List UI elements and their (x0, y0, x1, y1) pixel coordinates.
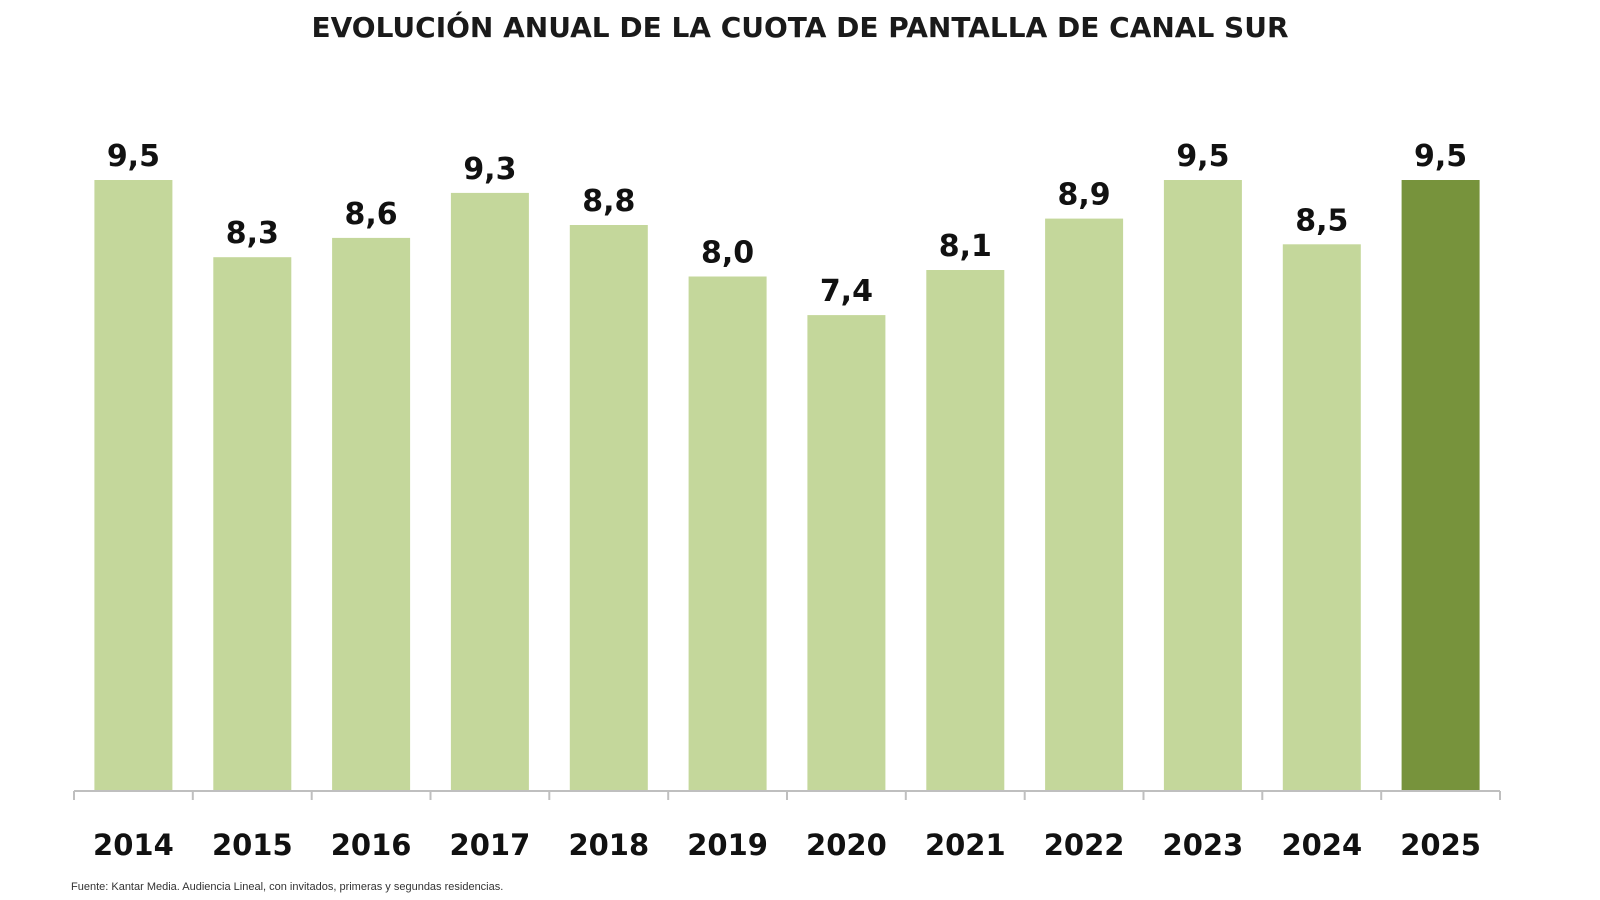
source-note: Fuente: Kantar Media. Audiencia Lineal, … (71, 881, 504, 893)
value-label-2016: 8,6 (345, 197, 398, 232)
value-label-2018: 8,8 (582, 184, 635, 219)
x-tick-labels-group: 2014 2015 2016 2017 2018 2019 2020 2021 2022 2023… (93, 828, 1481, 862)
tick-label-2025: 2025 (1400, 828, 1481, 862)
tick-label-2014: 2014 (93, 828, 174, 862)
value-label-2022: 8,9 (1058, 178, 1111, 213)
bar-2020 (807, 315, 886, 791)
value-labels-group: 9,5 8,3 8,6 9,3 8,8 8,0 7,4 8,1 8,9 9,5 8,5 9,5 (107, 139, 1467, 309)
tick-label-2021: 2021 (925, 828, 1006, 862)
tick-label-2016: 2016 (331, 828, 412, 862)
x-axis (73, 790, 1501, 800)
tick-label-2019: 2019 (687, 828, 768, 862)
bar-2014 (94, 180, 173, 791)
bar-2024 (1282, 244, 1361, 792)
bar-2025 (1401, 180, 1480, 791)
value-label-2021: 8,1 (939, 229, 992, 264)
chart-title: EVOLUCIÓN ANUAL DE LA CUOTA DE PANTALLA … (311, 11, 1289, 44)
bar-2017 (450, 192, 529, 791)
value-label-2019: 8,0 (701, 236, 754, 271)
value-label-2015: 8,3 (226, 216, 279, 251)
tick-label-2024: 2024 (1281, 828, 1362, 862)
value-label-2025: 9,5 (1414, 139, 1467, 174)
tick-label-2015: 2015 (212, 828, 293, 862)
value-label-2020: 7,4 (820, 274, 873, 309)
tick-label-2023: 2023 (1163, 828, 1244, 862)
value-label-2017: 9,3 (463, 152, 516, 187)
tick-label-2017: 2017 (450, 828, 531, 862)
bar-2018 (569, 225, 648, 791)
tick-label-2018: 2018 (568, 828, 649, 862)
tick-label-2022: 2022 (1044, 828, 1125, 862)
tick-label-2020: 2020 (806, 828, 887, 862)
value-label-2024: 8,5 (1295, 203, 1348, 238)
bar-2015 (213, 257, 292, 791)
bar-2016 (332, 237, 411, 791)
value-label-2014: 9,5 (107, 139, 160, 174)
bars-group (94, 180, 1480, 792)
bar-2021 (926, 270, 1005, 791)
value-label-2023: 9,5 (1176, 139, 1229, 174)
bar-2022 (1045, 218, 1124, 792)
bar-2023 (1163, 180, 1242, 791)
bar-2019 (688, 276, 767, 791)
